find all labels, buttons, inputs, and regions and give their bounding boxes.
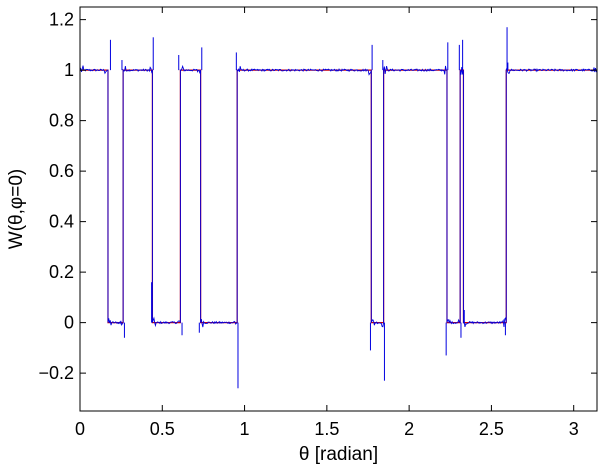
y-tick-label: 0.4 bbox=[49, 212, 74, 232]
y-tick-label: 0.2 bbox=[49, 262, 74, 282]
y-tick-label: 1 bbox=[64, 60, 74, 80]
x-tick-label: 0 bbox=[75, 419, 85, 439]
series-line-0 bbox=[80, 69, 597, 324]
y-axis-label: W(θ,φ=0) bbox=[6, 169, 27, 249]
y-tick-label: 0 bbox=[64, 313, 74, 333]
x-tick-label: 0.5 bbox=[150, 419, 175, 439]
y-tick-label: 0.8 bbox=[49, 111, 74, 131]
series-line-1 bbox=[80, 64, 597, 328]
y-tick-label: 0.6 bbox=[49, 161, 74, 181]
y-tick-label: 1.2 bbox=[49, 10, 74, 30]
x-tick-label: 2.5 bbox=[479, 419, 504, 439]
x-tick-label: 1.5 bbox=[314, 419, 339, 439]
axis-ticks: 0 0.5 1 1.5 2 2.5 3 −0.2 0 0.2 0.4 0.6 0.8 1 1.2 bbox=[38, 7, 597, 439]
plot-frame bbox=[79, 6, 598, 412]
axes-frame bbox=[79, 6, 598, 412]
x-tick-label: 3 bbox=[569, 419, 579, 439]
x-axis-label: θ [radian] bbox=[299, 444, 378, 465]
x-tick-label: 1 bbox=[240, 419, 250, 439]
y-tick-label: −0.2 bbox=[38, 363, 74, 383]
plot-area bbox=[80, 27, 597, 389]
x-tick-label: 2 bbox=[404, 419, 414, 439]
